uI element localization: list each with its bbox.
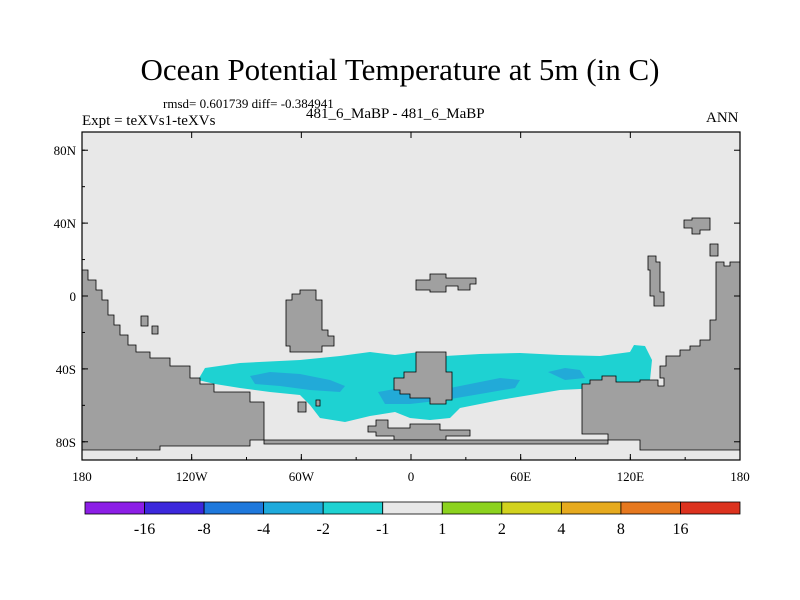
colorbar-swatch: [441, 501, 503, 515]
colorbar: -16 -8 -4 -2 -1 1 2 4 8 16: [84, 501, 741, 538]
lat-tick-label: 0: [70, 289, 77, 304]
colorbar-swatch: [203, 501, 265, 515]
stats-label: rmsd= 0.601739 diff= -0.384941: [163, 96, 334, 111]
land-east-narrow-strip: [647, 255, 665, 307]
case-label: 481_6_MaBP - 481_6_MaBP: [306, 106, 485, 122]
anomaly-patch-south-atlantic: [250, 372, 345, 392]
colorbar-label: -2: [317, 521, 330, 538]
lat-tick-label: 40S: [56, 362, 76, 377]
lat-tick-label: 80N: [54, 143, 77, 158]
colorbar-swatch: [263, 501, 324, 515]
land-small-island-2: [151, 325, 159, 335]
colorbar-label: -1: [376, 521, 389, 538]
lon-tick-label: 0: [408, 469, 415, 484]
land-small-island-3: [315, 399, 321, 407]
page-title: Ocean Potential Temperature at 5m (in C): [140, 52, 660, 87]
colorbar-swatch: [144, 501, 205, 515]
land-southern-strip: [263, 439, 609, 445]
colorbar-swatch: [620, 501, 681, 515]
colorbar-swatch: [680, 501, 741, 515]
colorbar-label: 8: [617, 521, 625, 538]
land-central-block: [393, 351, 453, 405]
land-east-island-cluster: [683, 217, 711, 235]
colorbar-swatch: [84, 501, 145, 515]
lon-tick-label: 120E: [617, 469, 645, 484]
colorbar-swatch: [382, 501, 443, 515]
longitude-axis: 180 120W 60W 0 60E 120E 180: [72, 132, 750, 484]
lon-tick-label: 60W: [289, 469, 315, 484]
land-central-south-pieces: [367, 419, 471, 441]
land-east-continent: [581, 261, 741, 451]
colorbar-label: -4: [257, 521, 270, 538]
land-east-small-island: [709, 243, 719, 257]
season-label: ANN: [706, 110, 739, 126]
lon-tick-label: 60E: [510, 469, 531, 484]
land-africa-south-pieces: [297, 401, 307, 413]
lon-tick-label: 120W: [176, 469, 209, 484]
colorbar-swatch: [560, 501, 622, 515]
colorbar-label: -8: [197, 521, 210, 538]
colorbar-label: 16: [672, 521, 688, 538]
colorbar-label: -16: [134, 521, 155, 538]
lat-tick-label: 40N: [54, 216, 77, 231]
colorbar-swatch: [322, 501, 384, 515]
land-small-island-1: [140, 315, 149, 327]
land-africa-west-block: [285, 289, 335, 353]
colorbar-label: 4: [557, 521, 565, 538]
lon-tick-label: 180: [72, 469, 92, 484]
anomaly-patch-south-indian: [548, 368, 585, 380]
colorbar-label: 1: [438, 521, 446, 538]
lon-tick-label: 180: [730, 469, 750, 484]
latitude-axis: 80N 40N 0 40S 80S: [54, 143, 740, 450]
colorbar-swatch: [501, 501, 562, 515]
land-masses: [81, 217, 741, 451]
lat-tick-label: 80S: [56, 435, 76, 450]
colorbar-label: 2: [498, 521, 506, 538]
experiment-label: Expt = teXVs1-teXVs: [82, 113, 216, 129]
land-equatorial-strip: [415, 273, 477, 293]
